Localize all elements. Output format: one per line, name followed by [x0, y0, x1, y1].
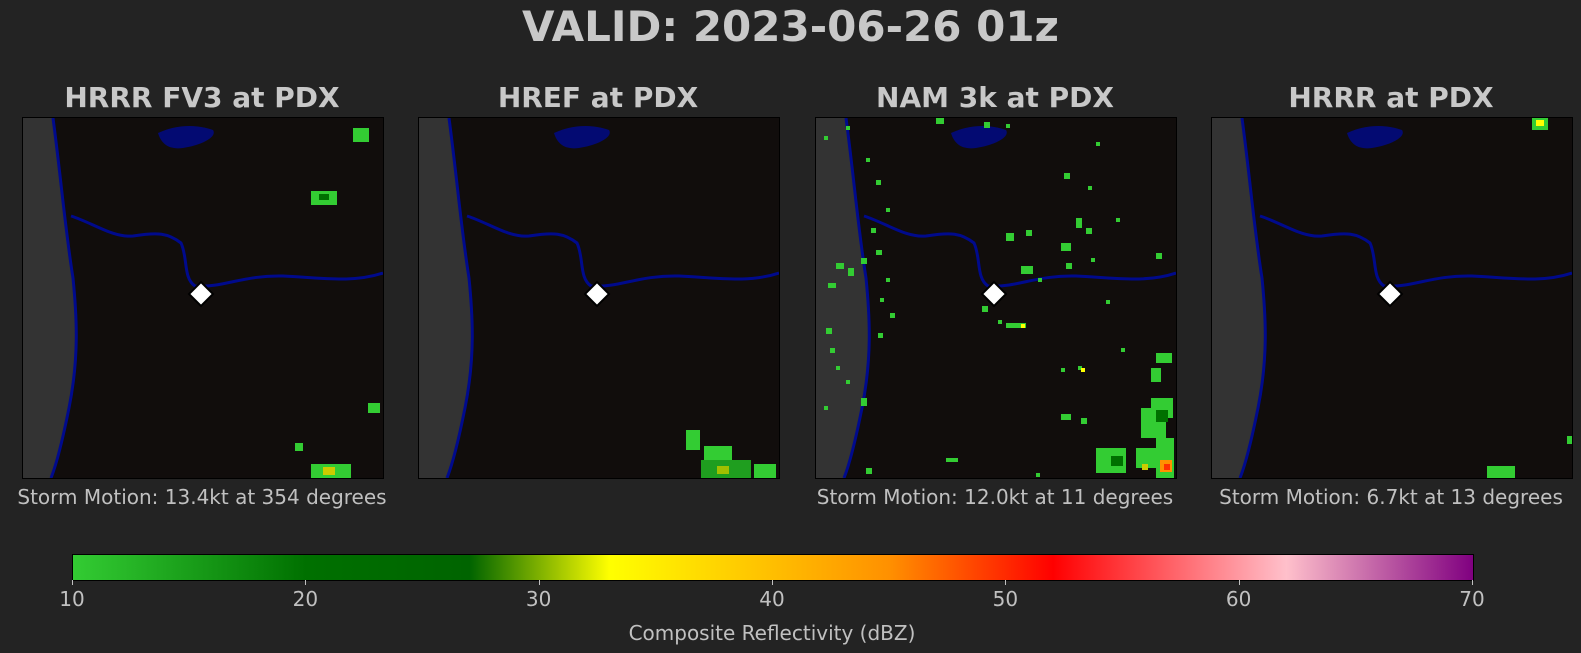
columbia-river: [70, 214, 383, 288]
coastline: [445, 118, 474, 478]
station-marker: [1376, 280, 1404, 308]
puget-sound: [554, 126, 610, 149]
colorbar-tick-mark: [1238, 580, 1240, 585]
colorbar-tick-mark: [538, 580, 540, 585]
coast-land: [1212, 118, 1266, 478]
reflectivity-cells: [1487, 118, 1572, 478]
reflectivity-cells: [295, 128, 380, 478]
puget-sound: [158, 126, 214, 149]
colorbar-tick-label: 40: [759, 587, 785, 611]
colorbar-tick-label: 10: [59, 587, 85, 611]
map-panel-hrrr: [1211, 117, 1573, 479]
colorbar: [72, 554, 1474, 581]
panel-title-hrrr: HRRR at PDX: [1288, 81, 1494, 114]
coast-land: [816, 118, 870, 478]
storm-motion-hrrr: Storm Motion: 6.7kt at 13 degrees: [1219, 485, 1563, 509]
columbia-river: [863, 214, 1176, 288]
colorbar-tick-label: 50: [992, 587, 1019, 611]
map-panel-nam-3k: [815, 117, 1177, 479]
station-marker: [583, 280, 611, 308]
panel-title-href: HREF at PDX: [497, 81, 699, 114]
coast-land: [23, 118, 77, 478]
columbia-river: [1259, 214, 1572, 288]
colorbar-tick-mark: [1005, 580, 1007, 585]
columbia-river: [466, 214, 779, 288]
colorbar-tick-mark: [1472, 580, 1473, 585]
puget-sound: [951, 126, 1007, 149]
reflectivity-cores: [1021, 324, 1172, 472]
colorbar-tick-label: 70: [1459, 587, 1485, 611]
reflectivity-cells: [686, 430, 776, 478]
coastline: [1238, 118, 1267, 478]
map-panel-href: [418, 117, 780, 479]
colorbar-tick-mark: [305, 580, 307, 585]
puget-sound: [1347, 126, 1403, 149]
station-marker: [187, 280, 215, 308]
colorbar-label: Composite Reflectivity (dBZ): [628, 621, 916, 645]
coast-land: [419, 118, 473, 478]
coastline: [842, 118, 871, 478]
storm-motion-nam-3k: Storm Motion: 12.0kt at 11 degrees: [816, 485, 1174, 509]
panel-title-hrrr-fv3: HRRR FV3 at PDX: [64, 81, 340, 114]
panel-title-nam-3k: NAM 3k at PDX: [876, 81, 1114, 114]
chart-title: VALID: 2023-06-26 01z: [522, 2, 1059, 51]
colorbar-tick-label: 30: [525, 587, 552, 611]
storm-motion-hrrr-fv3: Storm Motion: 13.4kt at 354 degrees: [17, 485, 387, 509]
coastline: [49, 118, 78, 478]
colorbar-tick-mark: [72, 580, 73, 585]
map-panel-hrrr-fv3: [22, 117, 384, 479]
colorbar-tick-label: 20: [292, 587, 319, 611]
colorbar-tick-label: 60: [1225, 587, 1252, 611]
colorbar-tick-mark: [772, 580, 773, 585]
station-marker: [980, 280, 1008, 308]
